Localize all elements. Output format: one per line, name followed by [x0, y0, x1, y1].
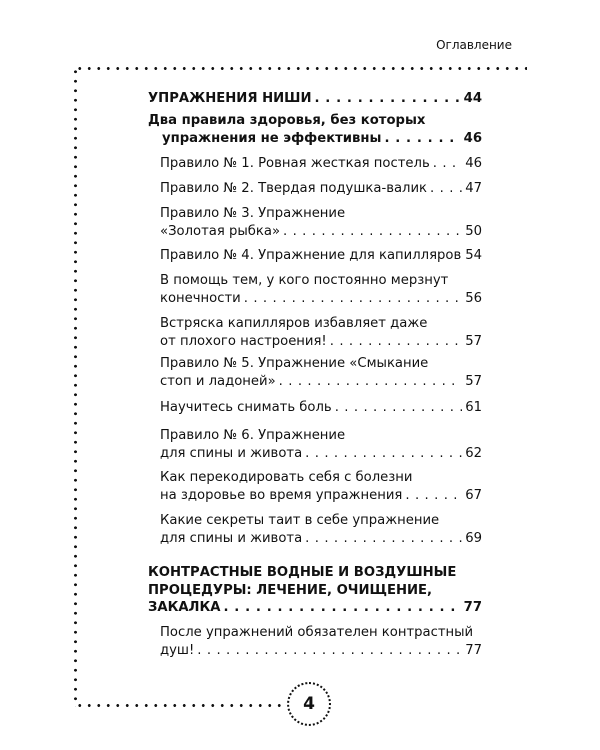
toc-entry-page: 57 — [465, 373, 482, 389]
dot-leader — [197, 642, 462, 660]
toc-entry-title: Правило № 4. Упражнение для капилляров — [160, 248, 462, 263]
dot-leader — [305, 530, 462, 548]
dot-leader — [330, 333, 462, 351]
toc-entry-title: Встряска капилляров избавляет даже — [160, 316, 428, 331]
toc-entry-page: 62 — [465, 445, 482, 461]
dot-leader — [335, 399, 463, 417]
toc-entry-page: 77 — [463, 600, 482, 615]
toc-entry-page: 54 — [465, 248, 482, 263]
toc-entry[interactable]: КОНТРАСТНЫЕ ВОДНЫЕ И ВОЗДУШНЫЕ ПРОЦЕДУРЫ:… — [148, 564, 482, 617]
running-header: Оглавление — [436, 38, 512, 52]
toc-entry-title: После упражнений обязателен контрастный — [160, 625, 474, 640]
toc-entry-title: Правило № 6. Упражнение — [160, 428, 346, 443]
toc-entry-title: Правило № 3. Упражнение — [160, 206, 346, 221]
toc-entry-page: 67 — [465, 487, 482, 503]
dot-leader — [315, 90, 461, 108]
dot-leader — [224, 599, 461, 617]
toc-entry-title: «Золотая рыбка» — [160, 223, 281, 239]
toc-entry-page: 46 — [465, 156, 482, 171]
dot-leader — [384, 130, 460, 148]
top-dotted-border — [75, 67, 527, 70]
toc-entry[interactable]: Два правила здоровья, без которых упражне… — [148, 112, 482, 147]
toc-entry-title: для спины и живота — [160, 445, 303, 461]
toc-entry[interactable]: Научитесь снимать боль 61 — [160, 399, 482, 417]
toc-entry[interactable]: Правило № 3. Упражнение «Золотая рыбка» 50 — [160, 205, 482, 240]
toc-entry[interactable]: Правило № 6. Упражнение для спины и живот… — [160, 427, 482, 462]
toc-entry-title: стоп и ладоней» — [160, 373, 276, 389]
toc-entry-title: Два правила здоровья, без которых — [148, 113, 426, 128]
toc-entry[interactable]: УПРАЖНЕНИЯ НИШИ 44 — [148, 90, 482, 108]
toc-entry[interactable]: Какие секреты таит в себе упражнение для … — [160, 512, 482, 547]
toc-entry-page: 44 — [463, 91, 482, 106]
toc-entry[interactable]: Правило № 2. Твердая подушка-валик 47 — [160, 180, 482, 198]
toc-entry-title: Правило № 5. Упражнение «Смыкание — [160, 356, 429, 371]
toc-entry-title: конечности — [160, 290, 241, 306]
toc-entry[interactable]: Встряска капилляров избавляет даже от пло… — [160, 315, 482, 350]
toc-entry-title: ЗАКАЛКА — [148, 600, 221, 615]
toc-entry-title: В помощь тем, у кого постоянно мерзнут — [160, 273, 449, 288]
toc-entry-page: 56 — [465, 290, 482, 306]
toc-entry-page: 77 — [465, 642, 482, 658]
toc-entry[interactable]: Как перекодировать себя с болезни на здор… — [160, 469, 482, 504]
toc-entry-title: от плохого настроения! — [160, 333, 327, 349]
toc-entry-page: 46 — [463, 130, 482, 146]
dot-leader — [433, 155, 462, 173]
toc-entry-title: ПРОЦЕДУРЫ: ЛЕЧЕНИЕ, ОЧИЩЕНИЕ, — [148, 582, 433, 598]
dot-leader — [283, 223, 462, 241]
toc-entry[interactable]: Правило № 1. Ровная жесткая постель 46 — [160, 155, 482, 173]
toc-entry-title: Правило № 2. Твердая подушка-валик — [160, 181, 428, 196]
toc-entry[interactable]: Правило № 5. Упражнение «Смыкание стоп и … — [160, 355, 482, 390]
dot-leader — [279, 373, 463, 391]
toc-entry-title: Правило № 1. Ровная жесткая постель — [160, 156, 430, 171]
dot-leader — [305, 445, 462, 463]
toc-entry-page: 69 — [465, 530, 482, 546]
toc-entry-title: на здоровье во время упражнения — [160, 487, 403, 503]
page-number: 4 — [287, 682, 331, 726]
toc-entry-title: КОНТРАСТНЫЕ ВОДНЫЕ И ВОЗДУШНЫЕ — [148, 565, 457, 580]
toc-entry-page: 61 — [465, 400, 482, 415]
toc-entry-title: упражнения не эффективны — [162, 130, 382, 146]
dot-leader — [430, 180, 462, 198]
toc-entry-page: 50 — [465, 223, 482, 239]
toc-entry-title: УПРАЖНЕНИЯ НИШИ — [148, 91, 312, 106]
toc-entry-page: 57 — [465, 333, 482, 349]
toc-entry-title: для спины и живота — [160, 530, 303, 546]
bottom-dotted-border — [75, 704, 287, 707]
dot-leader — [244, 290, 462, 308]
toc-entry[interactable]: Правило № 4. Упражнение для капилляров 54 — [160, 247, 482, 265]
toc-entry-title: Какие секреты таит в себе упражнение — [160, 513, 440, 528]
toc-entry-title: Научитесь снимать боль — [160, 400, 332, 415]
toc-entry-title: душ! — [160, 642, 195, 658]
toc-entry-page: 47 — [465, 181, 482, 196]
toc-entry-title: Как перекодировать себя с болезни — [160, 470, 413, 485]
toc-entry[interactable]: После упражнений обязателен контрастный д… — [160, 624, 482, 659]
left-dotted-border — [74, 67, 77, 707]
toc-entry[interactable]: В помощь тем, у кого постоянно мерзнут ко… — [160, 272, 482, 307]
dot-leader — [405, 487, 462, 505]
